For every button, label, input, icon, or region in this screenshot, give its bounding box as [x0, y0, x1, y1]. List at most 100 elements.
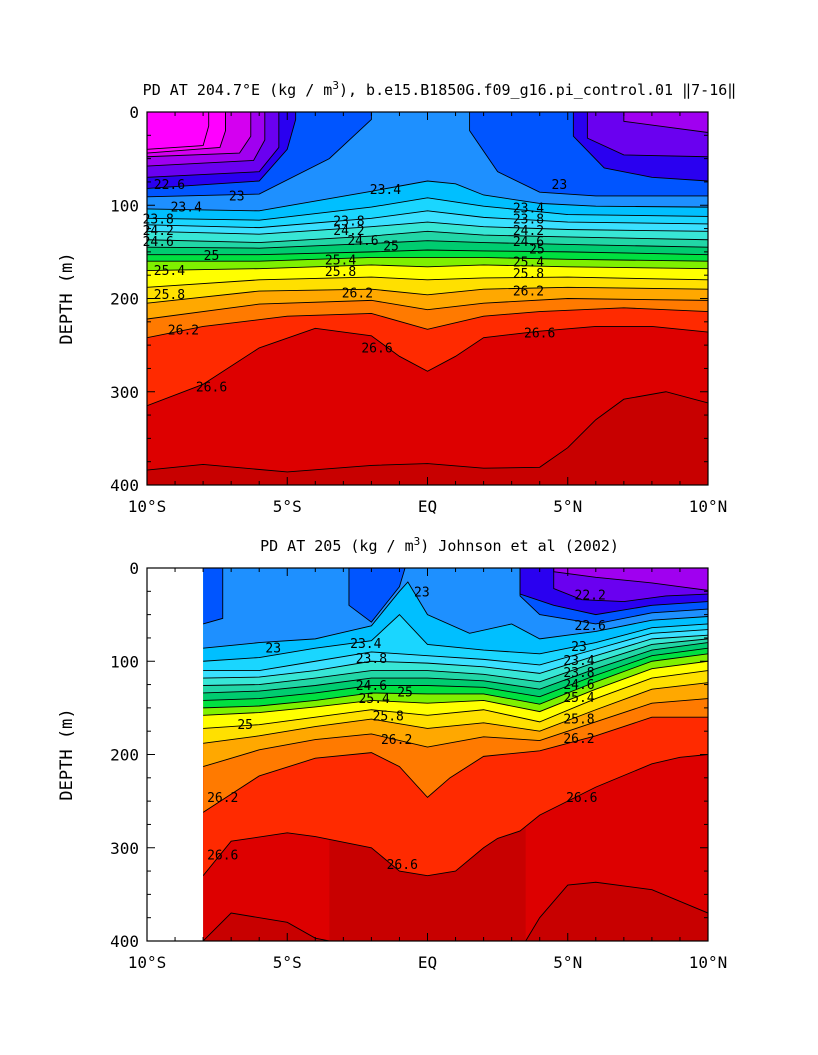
- contour-label: 22.6: [575, 619, 606, 634]
- panel-johnson-density: 22.222.62323.423.824.625.425.826.226.623…: [57, 535, 727, 973]
- contour-line-26.2: [147, 326, 708, 407]
- contour-line-25.4: [147, 298, 708, 320]
- contour-label: 23.4: [171, 201, 202, 216]
- contour-line-21.6: [147, 112, 210, 150]
- contour-label: 26.2: [513, 284, 544, 299]
- contour-label: 24.6: [356, 679, 387, 694]
- contour-label: 26.6: [566, 791, 597, 806]
- contour-line-22.6: [519, 568, 708, 616]
- panel-model-density: 22.62323.423.824.224.62525.425.826.226.6…: [57, 79, 736, 517]
- contour-label: 22.6: [154, 178, 185, 193]
- contour-line-25.4: [203, 698, 708, 768]
- x-tick-label: 5°S: [273, 953, 302, 972]
- contour-label: 25: [397, 685, 413, 700]
- contour-label: 26.6: [361, 341, 392, 356]
- contour-label: 25: [237, 718, 253, 733]
- y-tick-label: 400: [110, 932, 139, 951]
- contour-label: 23: [414, 586, 430, 601]
- y-tick-label: 300: [110, 839, 139, 858]
- fill-above-21.6: [147, 112, 209, 150]
- contour-label: 25.4: [325, 254, 356, 269]
- contour-line-23.4: [147, 210, 708, 229]
- contour-label: 25.4: [359, 692, 390, 707]
- contour-label: 25.8: [373, 710, 404, 725]
- contour-label: 23: [265, 642, 281, 657]
- contour-label: 23.8: [513, 213, 544, 228]
- contour-label: 26.6: [387, 858, 418, 873]
- contour-fills: [147, 112, 708, 485]
- contour-line-25.8: [203, 716, 708, 813]
- contour-line-23: [203, 581, 708, 649]
- contour-lines: [203, 568, 708, 941]
- panel-title: PD AT 204.7°E (kg / m3), b.e15.B1850G.f0…: [143, 79, 737, 100]
- y-tick-label: 200: [110, 746, 139, 765]
- contour-label: 26.2: [563, 732, 594, 747]
- contour-line-24.8: [147, 276, 708, 288]
- contour-label: 23: [229, 189, 245, 204]
- y-tick-label: 300: [110, 383, 139, 402]
- contour-label: 22.2: [575, 588, 606, 603]
- contour-line-24.4: [147, 257, 708, 262]
- contour-line-22.4: [553, 568, 708, 603]
- contour-label: 24.2: [143, 224, 174, 239]
- contour-line-23.4: [203, 629, 708, 672]
- contour-label: 26.6: [207, 849, 238, 864]
- x-tick-label: 10°S: [128, 497, 167, 516]
- contour-label: 25.4: [563, 691, 594, 706]
- x-tick-label: 10°N: [689, 497, 728, 516]
- contour-label: 25.8: [154, 288, 185, 303]
- contour-line-22.8: [203, 568, 708, 625]
- y-tick-label: 0: [129, 559, 139, 578]
- contour-label: 23.4: [350, 637, 381, 652]
- contour-label: 23.4: [513, 201, 544, 216]
- contour-line-25: [147, 286, 708, 304]
- contour-label: 24.6: [143, 235, 174, 250]
- contour-line-24: [203, 642, 708, 694]
- contour-label: 24.2: [333, 224, 364, 239]
- contour-line-24.2: [203, 647, 708, 701]
- y-axis-label: DEPTH (m): [57, 252, 77, 344]
- contour-label: 23.8: [563, 666, 594, 681]
- contour-line-23.2: [147, 197, 708, 221]
- contour-label: 26.6: [524, 326, 555, 341]
- contour-line-23.6: [147, 221, 708, 235]
- contour-label: 23.8: [333, 215, 364, 230]
- contour-label: 23.8: [143, 213, 174, 228]
- y-tick-label: 100: [110, 652, 139, 671]
- contour-label: 26.2: [168, 324, 199, 339]
- contour-label: 26.2: [207, 791, 238, 806]
- contour-line-25: [203, 682, 708, 744]
- contour-line-24.2: [147, 249, 708, 256]
- contour-label: 25.8: [513, 267, 544, 282]
- contour-line-23.6: [203, 634, 708, 679]
- y-tick-label: 200: [110, 290, 139, 309]
- contour-line-24: [147, 240, 708, 249]
- contour-line-24.6: [147, 264, 708, 271]
- contour-line-22.2: [553, 568, 708, 591]
- contour-line-23: [147, 180, 708, 212]
- contour-line-25.8: [147, 307, 708, 339]
- contour-label: 23.4: [370, 183, 401, 198]
- contour-line-23.8: [203, 638, 708, 686]
- y-axis-label: DEPTH (m): [57, 708, 77, 800]
- contour-line-22.2: [147, 112, 708, 167]
- contour-line-26.6: [203, 912, 330, 941]
- contour-line-24.6: [203, 660, 708, 716]
- contour-line-22.6: [147, 112, 708, 189]
- x-tick-label: 10°S: [128, 953, 167, 972]
- y-tick-label: 400: [110, 476, 139, 495]
- contour-fills: [203, 568, 708, 941]
- contour-line-21.8: [147, 112, 226, 154]
- contour-label: 25: [529, 243, 545, 258]
- contour-label: 25.4: [154, 264, 185, 279]
- contour-line-26.2: [203, 754, 708, 877]
- contour-label: 25.8: [563, 712, 594, 727]
- x-tick-label: 5°S: [273, 497, 302, 516]
- contour-line-24.8: [203, 670, 708, 729]
- fill-above-22.6: [147, 112, 708, 189]
- contour-label: 24.6: [347, 234, 378, 249]
- contour-line-26.6: [525, 881, 708, 941]
- contour-label: 26.2: [381, 733, 412, 748]
- contour-line-26.6: [147, 391, 708, 473]
